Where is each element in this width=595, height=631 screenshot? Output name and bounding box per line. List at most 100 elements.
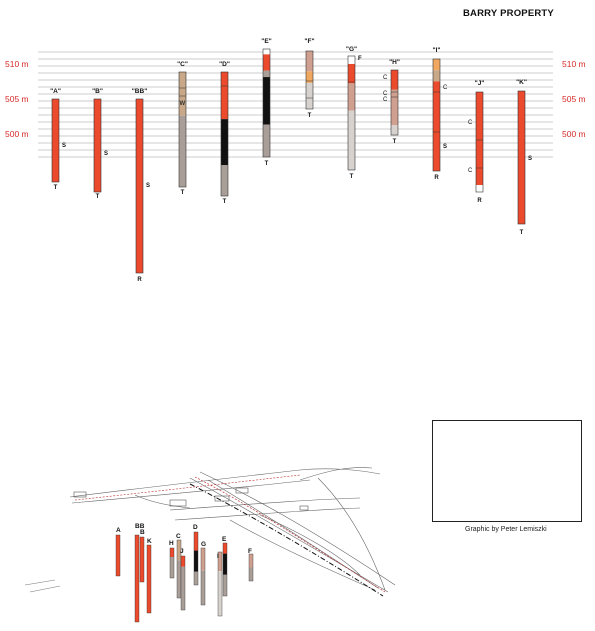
boring-i-layer — [433, 70, 440, 82]
credit-text: Graphic by Peter Lemiszki — [465, 526, 547, 533]
map-boring-layer — [218, 571, 222, 616]
map-road-line — [174, 507, 361, 521]
boring-a-layer — [52, 99, 59, 182]
legend-box — [432, 420, 582, 522]
boring-label: "G" — [346, 46, 357, 53]
boring-h-layer — [391, 125, 398, 135]
boring-side-code: S — [528, 156, 532, 162]
boring-h-outline — [390, 69, 399, 136]
map-boring-outline — [139, 536, 145, 583]
boring-i-layer — [433, 81, 440, 171]
map-boring-layer — [177, 540, 181, 561]
boring-a-outline — [51, 98, 60, 183]
map-boring-layer — [249, 567, 253, 581]
boring-label: "H" — [389, 59, 400, 66]
boring-label: "BB" — [132, 88, 148, 95]
elevation-label-right: 500 m — [562, 129, 586, 139]
map-building — [299, 505, 309, 511]
boring-note: C — [383, 97, 388, 103]
map-edge-line — [29, 585, 61, 593]
boring-note: C — [383, 91, 388, 97]
boring-label: "B" — [92, 88, 103, 95]
boring-bb-layer — [136, 99, 143, 273]
map-boring-outline — [200, 547, 206, 606]
boring-bb-outline — [135, 98, 144, 274]
boring-k-outline — [517, 90, 526, 225]
map-boring-layer — [170, 548, 174, 557]
map-boring-layer — [116, 535, 120, 576]
boring-bottom-code: T — [308, 113, 312, 119]
map-road-line — [299, 467, 373, 481]
map-boring-label: H — [169, 540, 174, 547]
elevation-label-left: 500 m — [5, 129, 29, 139]
boring-bottom-code: R — [477, 198, 482, 204]
map-old-road — [74, 474, 301, 501]
map-new-road-centerline — [189, 483, 384, 597]
boring-j-layer — [476, 92, 483, 185]
boring-e-layer — [263, 70, 270, 78]
boring-d-layer — [221, 72, 228, 120]
map-road-line — [189, 477, 389, 593]
map-road-line — [199, 471, 396, 586]
boring-bottom-code: T — [350, 174, 354, 180]
boring-note: W — [180, 101, 186, 107]
map-boring-layer — [223, 543, 227, 554]
map-boring-layer — [194, 571, 198, 585]
boring-d-layer — [221, 165, 228, 196]
map-boring-layer — [177, 560, 181, 598]
boring-d-layer — [221, 119, 228, 165]
map-edge-line — [24, 579, 56, 586]
elevation-label-left: 510 m — [5, 59, 29, 69]
map-boring-layer — [170, 557, 174, 578]
boring-label: "I" — [433, 47, 441, 54]
map-road-line — [259, 514, 361, 576]
boring-bottom-code: T — [265, 161, 269, 167]
boring-note: C — [443, 85, 448, 91]
boring-e-layer — [263, 54, 270, 71]
map-road-line — [229, 519, 376, 591]
map-boring-outline — [217, 551, 223, 617]
boring-label: "A" — [50, 88, 61, 95]
map-boring-label: F — [248, 548, 252, 555]
map-building — [73, 491, 87, 498]
map-boring-outline — [193, 531, 199, 586]
boring-bottom-code: T — [181, 190, 185, 196]
boring-side-code: S — [146, 183, 150, 189]
boring-i-outline — [432, 58, 441, 172]
map-boring-label: C — [176, 533, 181, 540]
boring-side-code: S — [62, 143, 66, 149]
boring-f-layer — [306, 82, 313, 109]
map-boring-layer — [181, 566, 185, 610]
map-road-line — [169, 497, 361, 511]
map-old-road — [194, 476, 386, 593]
boring-c-layer — [179, 115, 186, 187]
boring-f-outline — [305, 50, 314, 110]
boring-e-layer — [263, 49, 270, 55]
boring-g-layer — [348, 110, 355, 170]
boring-note: C — [468, 120, 473, 126]
map-boring-label: I — [217, 553, 219, 560]
boring-g-layer — [348, 63, 355, 84]
map-boring-layer — [201, 548, 205, 571]
boring-g-layer — [348, 56, 355, 64]
map-boring-layer — [223, 553, 227, 575]
boring-bottom-code: R — [434, 175, 439, 181]
map-boring-label: J — [180, 548, 184, 555]
boring-label: "K" — [516, 79, 527, 86]
boring-g-outline — [347, 55, 356, 171]
boring-e-layer — [263, 124, 270, 157]
map-boring-layer — [140, 537, 144, 582]
boring-c-outline — [178, 71, 187, 188]
map-boring-layer — [249, 554, 253, 568]
boring-d-outline — [220, 71, 229, 197]
map-road-line — [69, 468, 381, 498]
boring-e-layer — [263, 77, 270, 125]
boring-bottom-code: T — [96, 194, 100, 200]
boring-f-layer — [306, 51, 313, 72]
map-boring-layer — [194, 532, 198, 551]
boring-c-layer — [179, 72, 186, 116]
map-boring-layer — [223, 574, 227, 596]
boring-b-outline — [93, 98, 102, 193]
boring-side-code: F — [358, 56, 362, 62]
map-building — [214, 495, 230, 502]
